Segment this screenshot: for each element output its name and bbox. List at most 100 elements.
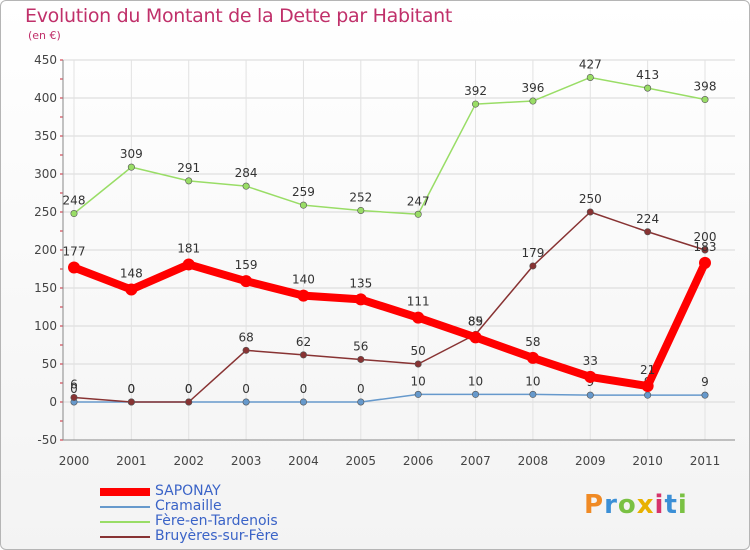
- series-line-Cramaille: [74, 393, 705, 403]
- data-label: 0: [70, 382, 78, 396]
- data-label: 309: [120, 147, 143, 161]
- x-tick-label: 2000: [59, 454, 90, 468]
- data-point: [414, 390, 422, 398]
- data-point: [701, 391, 709, 399]
- data-label: 181: [177, 241, 200, 255]
- data-point: [586, 73, 594, 81]
- data-label: 0: [185, 382, 193, 396]
- data-point: [357, 355, 365, 363]
- x-tick-label: 2010: [632, 454, 663, 468]
- legend-label: Cramaille: [155, 498, 222, 514]
- data-label: 0: [357, 382, 365, 396]
- series-line-SAPONAY: [72, 260, 709, 391]
- data-label: 200: [694, 230, 717, 244]
- data-label: 159: [235, 258, 258, 272]
- x-tick-label: 2009: [575, 454, 606, 468]
- legend-swatch: [100, 521, 150, 523]
- data-point: [70, 393, 78, 401]
- legend-swatch: [100, 488, 150, 496]
- data-label: 0: [128, 382, 136, 396]
- data-point: [701, 96, 709, 104]
- x-tick-label: 2002: [173, 454, 204, 468]
- data-label: 10: [468, 374, 483, 388]
- data-label: 21: [640, 363, 655, 377]
- data-point: [242, 398, 250, 406]
- legend-swatch: [100, 506, 150, 508]
- logo-letter: t: [664, 490, 678, 520]
- proxiti-logo: Proxiti: [584, 490, 688, 520]
- data-point: [242, 346, 250, 354]
- chart-subtitle: (en €): [28, 29, 61, 42]
- data-point: [529, 390, 537, 398]
- data-point: [299, 201, 307, 209]
- x-tick-label: 2003: [231, 454, 262, 468]
- data-label: 250: [579, 192, 602, 206]
- x-tick-label: 2004: [288, 454, 319, 468]
- data-label: 85: [468, 314, 483, 328]
- data-point: [354, 293, 367, 306]
- data-point: [529, 262, 537, 270]
- y-tick-label: 300: [34, 167, 57, 181]
- data-label: 247: [407, 194, 430, 208]
- data-point: [699, 256, 711, 269]
- series-line-Fère-en-Tardenois: [73, 76, 706, 216]
- data-point: [127, 398, 135, 406]
- data-label: 177: [63, 244, 86, 258]
- data-point: [185, 177, 193, 185]
- y-tick-label: 250: [34, 205, 57, 219]
- data-point: [299, 398, 307, 406]
- logo-letter: P: [584, 490, 605, 520]
- data-label: 392: [464, 84, 487, 98]
- chart-title: Evolution du Montant de la Dette par Hab…: [25, 5, 453, 27]
- logo-letter: i: [654, 490, 665, 520]
- y-tick-label: 50: [42, 357, 57, 371]
- x-tick-label: 2011: [690, 454, 721, 468]
- data-point: [472, 100, 480, 108]
- data-label: 10: [411, 374, 426, 388]
- data-label: 135: [349, 276, 372, 290]
- data-point: [644, 228, 652, 236]
- data-point: [240, 275, 253, 288]
- data-label: 0: [128, 382, 136, 396]
- data-point: [641, 380, 654, 393]
- data-label: 413: [636, 68, 659, 82]
- data-label: 427: [579, 57, 602, 71]
- data-point: [529, 97, 537, 105]
- data-label: 284: [235, 166, 258, 180]
- y-tick-label: 0: [49, 395, 57, 409]
- data-point: [414, 360, 422, 368]
- y-tick-label: 200: [34, 243, 57, 257]
- x-tick-label: 2001: [116, 454, 147, 468]
- data-label: 10: [525, 374, 540, 388]
- data-point: [644, 84, 652, 92]
- data-label: 50: [411, 344, 426, 358]
- data-label: 56: [353, 339, 368, 353]
- data-label: 33: [583, 354, 598, 368]
- data-point: [472, 390, 480, 398]
- data-point: [586, 391, 594, 399]
- data-point: [584, 370, 597, 383]
- data-label: 248: [63, 194, 86, 208]
- data-point: [644, 391, 652, 399]
- data-point: [182, 258, 195, 271]
- data-point: [414, 210, 422, 218]
- y-tick-label: 450: [34, 53, 57, 67]
- data-label: 6: [70, 377, 78, 391]
- logo-letter: o: [617, 490, 637, 520]
- data-label: 291: [177, 161, 200, 175]
- data-label: 183: [694, 240, 717, 254]
- legend-label: SAPONAY: [155, 483, 221, 499]
- data-point: [469, 331, 482, 344]
- data-label: 0: [185, 382, 193, 396]
- x-tick-label: 2005: [346, 454, 377, 468]
- data-point: [586, 208, 594, 216]
- logo-letter: r: [604, 490, 618, 520]
- data-point: [412, 311, 425, 324]
- data-label: 111: [407, 295, 430, 309]
- data-label: 0: [242, 382, 250, 396]
- data-point: [701, 246, 709, 254]
- legend-label: Fère-en-Tardenois: [155, 513, 278, 529]
- data-label: 68: [238, 330, 253, 344]
- x-tick-label: 2006: [403, 454, 434, 468]
